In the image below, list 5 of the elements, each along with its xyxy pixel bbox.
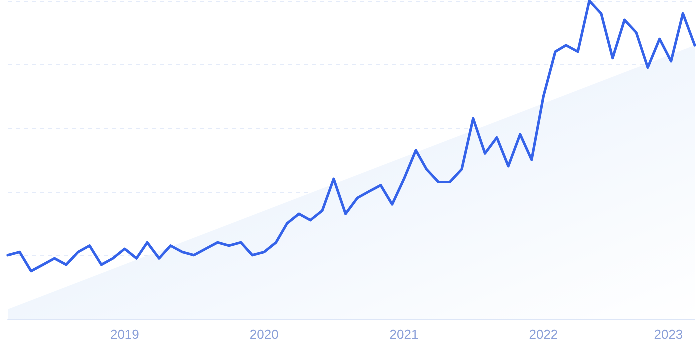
x-tick-label: 2022 [529,327,558,342]
x-tick-label: 2020 [250,327,279,342]
x-tick-label: 2019 [110,327,140,342]
x-tick-label: 2021 [390,327,419,342]
x-tick-label: 2023 [654,327,684,342]
